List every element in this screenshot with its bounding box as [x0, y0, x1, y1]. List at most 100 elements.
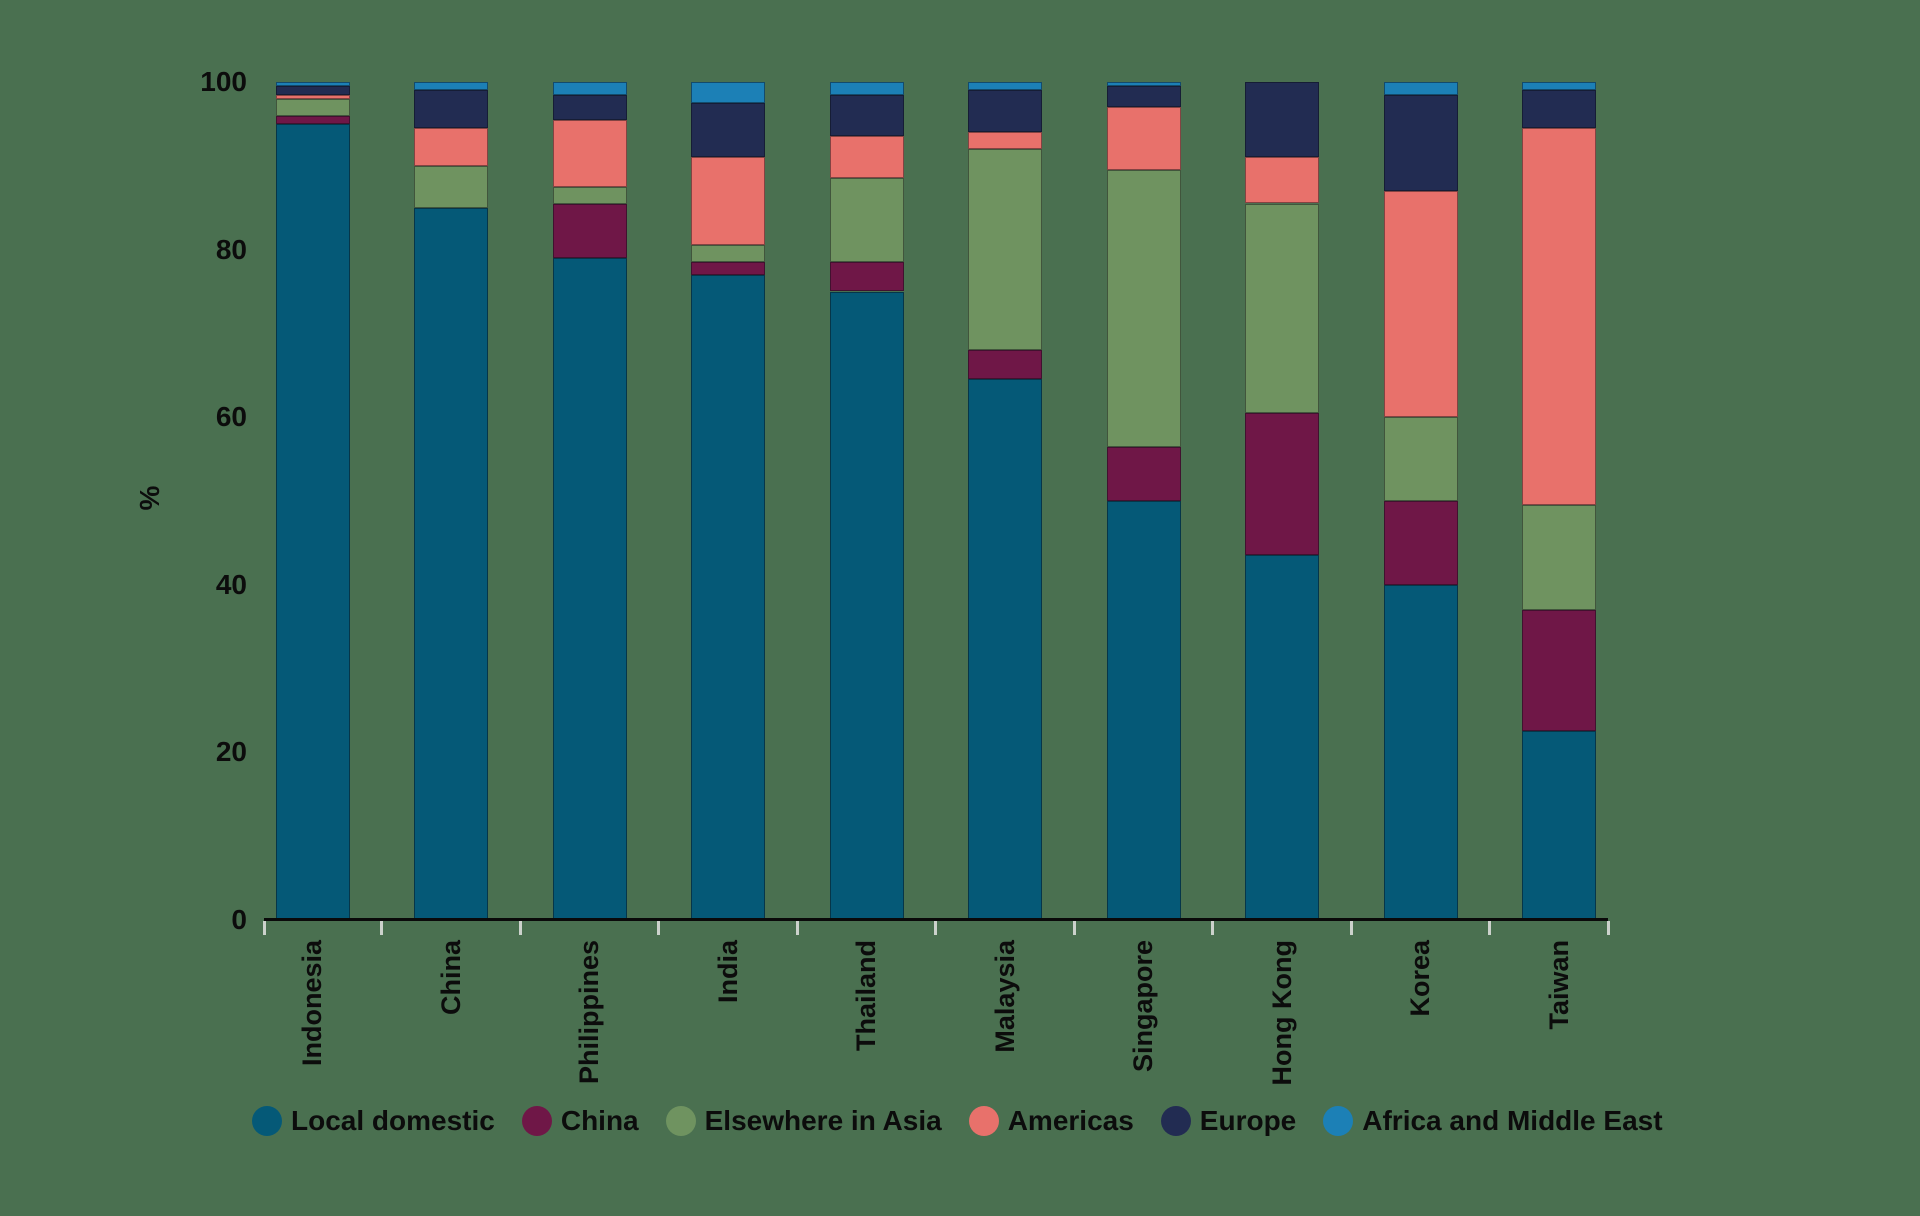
- bar-segment-local-domestic: [275, 123, 350, 920]
- bar-segment-local-domestic: [1383, 584, 1458, 920]
- bar-korea: [1383, 0, 1458, 920]
- bar-segment-africa-and-middle-east: [275, 82, 350, 87]
- bar-segment-china: [968, 350, 1042, 380]
- y-tick-label: 20: [215, 736, 247, 768]
- legend-label: Americas: [1007, 1105, 1134, 1136]
- bar-segment-americas: [275, 94, 350, 99]
- legend-swatch-icon: [1323, 1106, 1354, 1136]
- bar-singapore: [1106, 0, 1181, 920]
- x-tick-mark: [1349, 921, 1353, 935]
- legend-item: Americas: [968, 1105, 1134, 1137]
- legend-item: China: [521, 1105, 639, 1137]
- bar-segment-china: [1106, 446, 1181, 501]
- bar-segment-africa-and-middle-east: [414, 82, 488, 91]
- legend-label: Africa and Middle East: [1362, 1105, 1663, 1136]
- bar-segment-elsewhere-in-asia: [968, 149, 1042, 351]
- bar-thailand: [829, 0, 904, 920]
- legend-swatch-icon: [521, 1106, 552, 1136]
- category-label: Korea: [1405, 940, 1435, 1017]
- legend-label: Local domestic: [291, 1105, 495, 1136]
- legend-label: Europe: [1199, 1105, 1297, 1136]
- bar-segment-americas: [691, 157, 765, 246]
- y-tick-label: 80: [215, 233, 247, 265]
- bar-segment-local-domestic: [968, 379, 1042, 920]
- bar-segment-africa-and-middle-east: [1383, 82, 1458, 95]
- bar-segment-local-domestic: [1245, 555, 1319, 920]
- x-tick-mark: [795, 921, 799, 935]
- bar-segment-elsewhere-in-asia: [552, 186, 627, 204]
- bar-segment-americas: [1106, 107, 1181, 170]
- legend: Local domestic China Elsewhere in Asia Amer…: [252, 1105, 1663, 1137]
- category-label: Thailand: [851, 940, 881, 1052]
- x-tick-mark: [1211, 921, 1215, 935]
- bar-segment-china: [1383, 501, 1458, 585]
- bar-segment-americas: [1245, 157, 1319, 204]
- bar-segment-local-domestic: [414, 207, 488, 920]
- bar-taiwan: [1522, 0, 1596, 920]
- bar-malaysia: [968, 0, 1042, 920]
- legend-swatch-icon: [252, 1106, 282, 1136]
- bar-segment-africa-and-middle-east: [968, 82, 1042, 91]
- bar-india: [691, 0, 765, 920]
- bar-segment-elsewhere-in-asia: [275, 98, 350, 116]
- x-tick-mark: [1606, 921, 1610, 935]
- bar-segment-elsewhere-in-asia: [414, 165, 488, 208]
- bar-segment-europe: [275, 86, 350, 95]
- bar-segment-europe: [691, 102, 765, 158]
- bar-segment-china: [1245, 413, 1319, 556]
- bar-segment-local-domestic: [552, 257, 627, 920]
- x-tick-mark: [1488, 921, 1492, 935]
- category-label: China: [435, 940, 466, 1016]
- bar-segment-local-domestic: [691, 274, 765, 920]
- x-tick-mark: [657, 921, 661, 935]
- category-label: Taiwan: [1543, 940, 1574, 1030]
- bar-segment-china: [829, 262, 904, 292]
- x-tick-mark: [380, 921, 384, 935]
- x-axis-line: [264, 917, 1608, 921]
- bar-indonesia: [275, 0, 350, 920]
- bar-segment-africa-and-middle-east: [691, 82, 765, 103]
- bar-segment-americas: [968, 132, 1042, 150]
- bar-segment-china: [275, 115, 350, 124]
- legend-item: Elsewhere in Asia: [665, 1105, 942, 1137]
- bar-segment-elsewhere-in-asia: [691, 245, 765, 263]
- legend-label: China: [560, 1105, 639, 1136]
- bar-segment-europe: [1522, 90, 1596, 129]
- bar-segment-elsewhere-in-asia: [1522, 505, 1596, 610]
- y-tick-label: 100: [200, 66, 247, 97]
- bar-segment-europe: [414, 90, 488, 129]
- bar-segment-americas: [1522, 128, 1596, 506]
- legend-label: Elsewhere in Asia: [704, 1105, 942, 1136]
- category-label: Hong Kong: [1266, 940, 1297, 1086]
- y-tick-label: 0: [231, 904, 247, 935]
- bar-segment-china: [1522, 609, 1596, 732]
- legend-swatch-icon: [968, 1106, 999, 1136]
- bar-segment-elsewhere-in-asia: [1245, 203, 1319, 413]
- bar-segment-elsewhere-in-asia: [829, 178, 904, 263]
- legend-swatch-icon: [1160, 1106, 1191, 1136]
- bar-segment-china: [691, 262, 765, 275]
- legend-item: Africa and Middle East: [1323, 1105, 1663, 1137]
- bar-segment-africa-and-middle-east: [1522, 82, 1596, 91]
- legend-swatch-icon: [665, 1106, 696, 1136]
- bar-segment-elsewhere-in-asia: [1383, 417, 1458, 501]
- bar-segment-americas: [414, 128, 488, 166]
- bar-segment-local-domestic: [829, 291, 904, 920]
- category-label: Indonesia: [297, 940, 327, 1067]
- bar-segment-europe: [968, 90, 1042, 133]
- bar-segment-europe: [1383, 94, 1458, 191]
- bar-segment-africa-and-middle-east: [829, 82, 904, 95]
- y-tick-label: 60: [215, 401, 247, 433]
- bar-hong-kong: [1245, 0, 1319, 920]
- x-tick-mark: [934, 921, 938, 935]
- x-tick-mark: [262, 921, 266, 935]
- bar-segment-europe: [552, 94, 627, 120]
- y-axis-title: %: [134, 485, 165, 511]
- category-label: Malaysia: [989, 940, 1020, 1053]
- legend-item: Local domestic: [252, 1105, 495, 1137]
- x-tick-mark: [518, 921, 522, 935]
- bar-segment-americas: [1383, 190, 1458, 418]
- category-label: Singapore: [1128, 940, 1158, 1073]
